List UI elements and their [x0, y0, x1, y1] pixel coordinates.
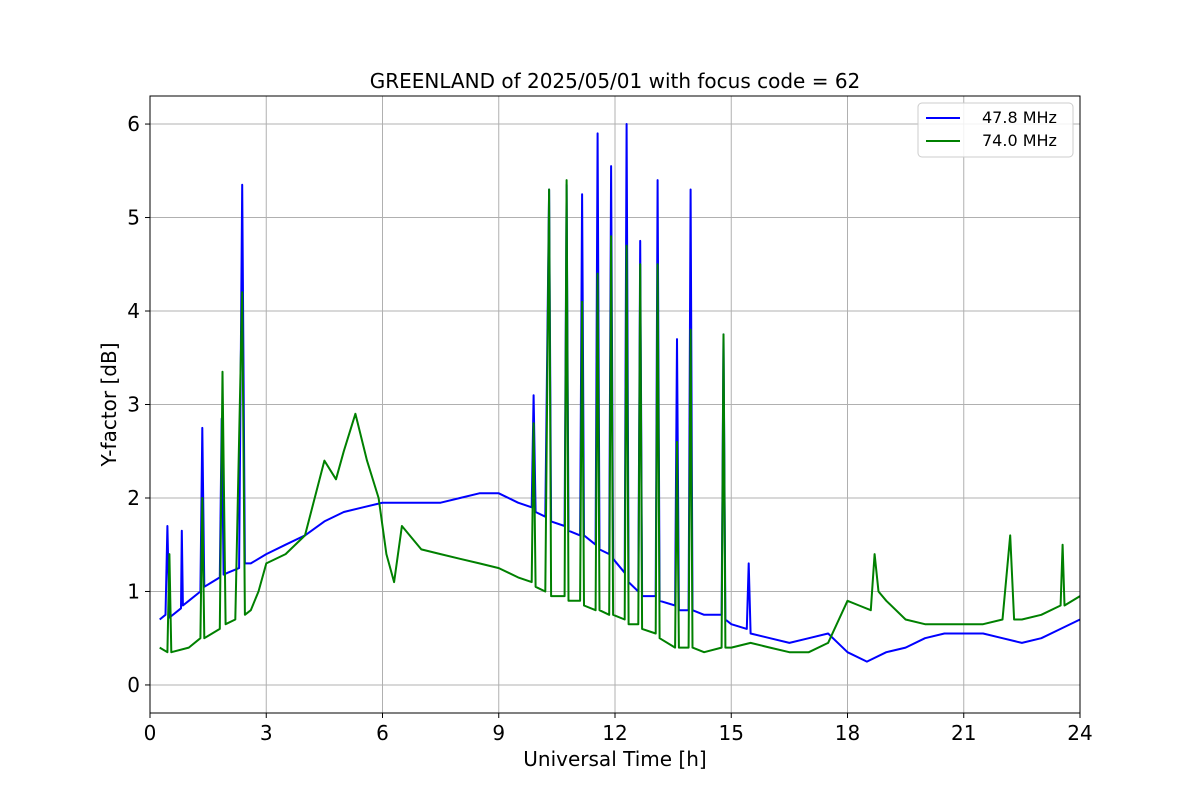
x-tick-label: 3 — [260, 721, 273, 745]
legend: 47.8 MHz 74.0 MHz — [917, 102, 1074, 158]
x-axis-label: Universal Time [h] — [523, 747, 706, 771]
y-tick-label: 2 — [127, 486, 140, 510]
y-tick-label: 1 — [127, 579, 140, 603]
y-tick-label: 4 — [127, 299, 140, 323]
series-line-74-0-mhz — [159, 179, 1081, 654]
x-tick-label: 15 — [719, 721, 744, 745]
grid — [149, 96, 1081, 713]
x-tick-label: 12 — [602, 721, 627, 745]
y-tick-label: 3 — [127, 393, 140, 417]
x-tick-label: 18 — [835, 721, 860, 745]
x-tick-label: 24 — [1067, 721, 1092, 745]
y-tick-label: 6 — [127, 112, 140, 136]
legend-label-47-8-mhz: 47.8 MHz — [982, 108, 1057, 127]
chart-title: GREENLAND of 2025/05/01 with focus code … — [370, 69, 861, 93]
x-tick-label: 21 — [951, 721, 976, 745]
series-layer — [159, 123, 1081, 663]
y-tick-label: 0 — [127, 673, 140, 697]
x-tick-label: 9 — [492, 721, 505, 745]
legend-box — [917, 102, 1074, 158]
x-tick-label: 6 — [376, 721, 389, 745]
legend-label-74-0-mhz: 74.0 MHz — [982, 131, 1057, 150]
x-tick-label: 0 — [144, 721, 157, 745]
series-line-47-8-mhz — [159, 123, 1081, 663]
y-axis-label: Y-factor [dB] — [97, 342, 121, 467]
y-tick-label: 5 — [127, 206, 140, 230]
